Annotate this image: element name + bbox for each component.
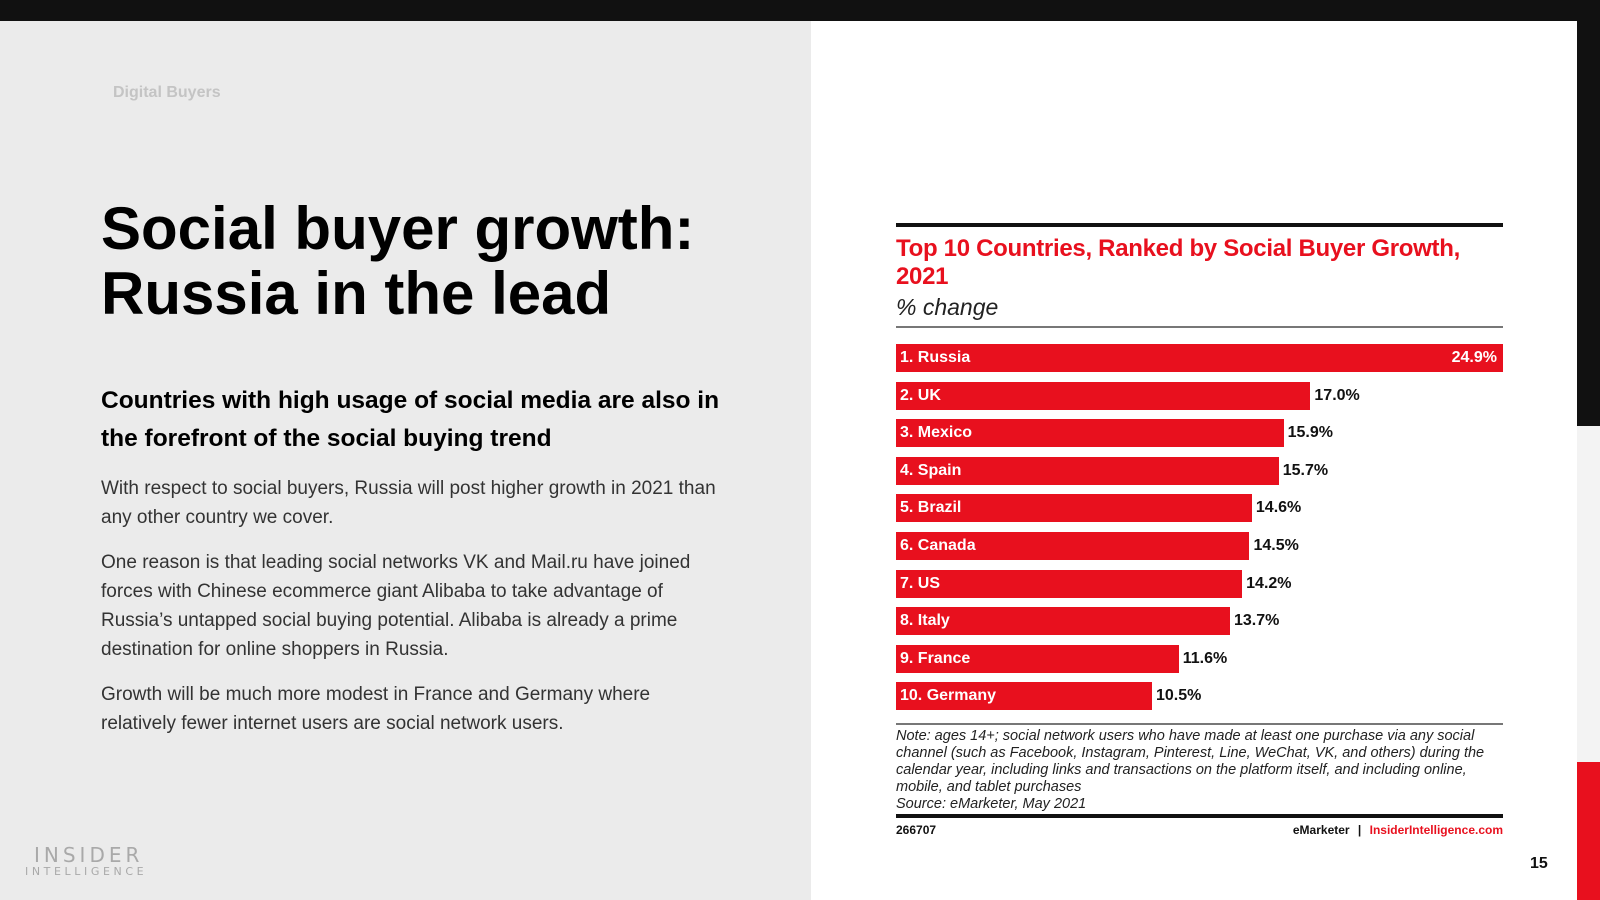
chart-note: Note: ages 14+; social network users who… [896,728,1503,813]
bar-value-label: 10.5% [1155,687,1202,705]
bar-category-label: 10. Germany [900,687,997,705]
note-text: Note: ages 14+; social network users who… [896,728,1485,795]
section-label: Digital Buyers [113,84,221,101]
bar-value-label: 11.6% [1182,649,1228,667]
chart-footer-source: eMarketer | InsiderIntelligence.com [1293,823,1503,837]
subheadline: Countries with high usage of social medi… [101,387,720,452]
bar: 10. Germany 10.5% [896,682,1201,711]
paragraph: Growth will be much more modest in Franc… [101,684,651,734]
bar-value-label: 14.6% [1255,499,1302,517]
insider-intelligence-logo: INSIDER INTELLIGENCE [25,845,147,879]
bar-category-label: 4. Spain [900,461,962,479]
edge-strip-light [1577,426,1600,762]
left-panel [0,21,811,900]
note-rule [896,723,1503,725]
bar: 9. France 11.6% [896,644,1227,673]
source-text: Source: eMarketer, May 2021 [896,796,1087,812]
chart-title: Top 10 Countries, Ranked by Social Buyer… [896,235,1460,290]
footer-separator: | [1357,823,1362,837]
paragraph: With respect to social buyers, Russia wi… [101,478,716,528]
page-number: 15 [1530,855,1548,872]
bar: 4. Spain 15.7% [896,456,1328,485]
logo-line2: INTELLIGENCE [25,865,148,878]
bar: 2. UK 17.0% [896,381,1360,410]
bar-category-label: 3. Mexico [900,424,973,442]
bar-category-label: 1. Russia [900,349,971,366]
bar: 5. Brazil 14.6% [896,494,1301,523]
chart-subtitle: % change [896,294,999,320]
bar-category-label: 8. Italy [900,612,950,630]
bar-value-label: 13.7% [1233,612,1280,630]
bar-category-label: 2. UK [900,386,941,404]
bar: 3. Mexico 15.9% [896,419,1333,448]
paragraph: One reason is that leading social networ… [101,552,691,660]
bar-category-label: 6. Canada [900,537,976,554]
footer-site-link[interactable]: InsiderIntelligence.com [1369,823,1503,837]
bar: 8. Italy 13.7% [896,607,1279,636]
top-bar [0,0,1600,21]
bar-value-label: 17.0% [1314,386,1360,404]
bar: 1. Russia 24.9% [896,344,1503,372]
bars-area: 1. Russia 24.9% 2. UK 17.0% 3. Mexico 15.9% 4.… [896,328,1503,711]
page-title: Social buyer growth: Russia in the lead [101,195,695,327]
bar: 7. US 14.2% [896,569,1292,598]
bar-value-label: 24.9% [1451,349,1497,366]
chart-top-rule [896,223,1503,227]
bar-value-label: 14.2% [1246,574,1292,592]
bar-value-label: 15.9% [1287,424,1333,442]
bar-value-label: 15.7% [1282,461,1329,479]
edge-strip-red [1577,762,1600,900]
bar: 6. Canada 14.5% [896,532,1299,560]
bar-chart: Top 10 Countries, Ranked by Social Buyer… [896,223,1503,711]
chart-id: 266707 [896,823,937,837]
bar-category-label: 5. Brazil [900,499,962,517]
footer-rule [896,814,1503,818]
bar-value-label: 14.5% [1253,537,1299,554]
edge-strip-dark [1577,21,1600,426]
bar-category-label: 7. US [900,574,941,592]
footer-brand: eMarketer [1292,823,1350,837]
chart-title-rule [896,326,1503,328]
logo-line1: INSIDER [34,843,144,867]
bar-category-label: 9. France [900,649,971,667]
